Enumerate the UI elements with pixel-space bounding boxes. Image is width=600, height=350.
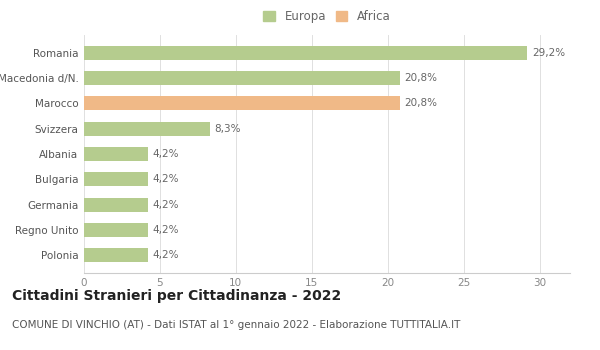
Text: 4,2%: 4,2% — [152, 174, 179, 184]
Legend: Europa, Africa: Europa, Africa — [261, 8, 393, 25]
Text: 4,2%: 4,2% — [152, 250, 179, 260]
Text: Cittadini Stranieri per Cittadinanza - 2022: Cittadini Stranieri per Cittadinanza - 2… — [12, 289, 341, 303]
Bar — [84, 46, 527, 60]
Text: COMUNE DI VINCHIO (AT) - Dati ISTAT al 1° gennaio 2022 - Elaborazione TUTTITALIA: COMUNE DI VINCHIO (AT) - Dati ISTAT al 1… — [12, 320, 460, 330]
Bar — [84, 71, 400, 85]
Text: 8,3%: 8,3% — [215, 124, 241, 134]
Bar — [84, 172, 148, 186]
Bar — [84, 248, 148, 262]
Bar — [84, 223, 148, 237]
Text: 4,2%: 4,2% — [152, 225, 179, 235]
Bar — [84, 147, 148, 161]
Bar — [84, 97, 400, 110]
Text: 4,2%: 4,2% — [152, 199, 179, 210]
Bar — [84, 198, 148, 211]
Text: 29,2%: 29,2% — [532, 48, 565, 58]
Bar — [84, 122, 210, 136]
Text: 20,8%: 20,8% — [404, 98, 437, 108]
Text: 20,8%: 20,8% — [404, 73, 437, 83]
Text: 4,2%: 4,2% — [152, 149, 179, 159]
